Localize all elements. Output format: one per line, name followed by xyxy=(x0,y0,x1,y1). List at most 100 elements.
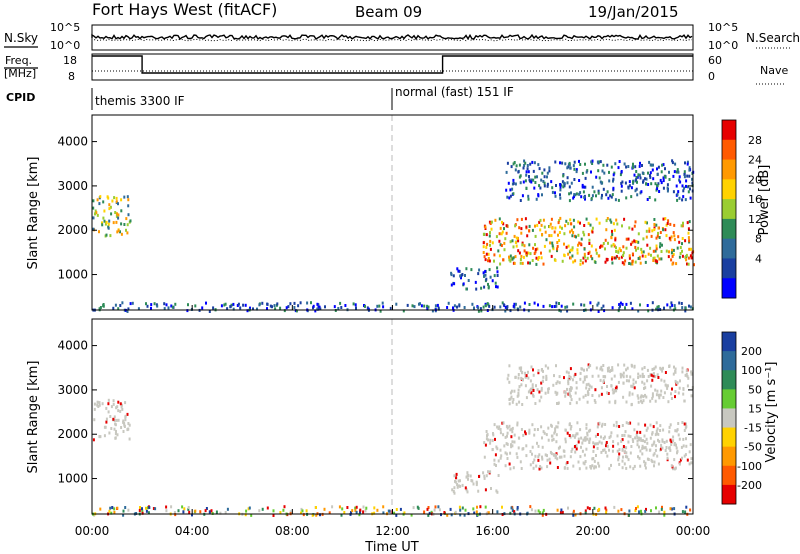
echo-cell xyxy=(634,509,637,513)
echo-cell xyxy=(536,441,538,445)
echo-cell xyxy=(577,440,580,444)
echo-cell xyxy=(635,433,638,437)
echo-cell xyxy=(141,509,144,513)
echo-cell xyxy=(567,377,570,381)
echo-cell xyxy=(525,444,528,448)
echo-cell xyxy=(684,373,687,377)
echo-cell xyxy=(681,249,683,253)
echo-cell xyxy=(672,435,675,439)
echo-cell xyxy=(651,378,654,382)
echo-cell xyxy=(582,256,585,260)
echo-cell xyxy=(663,441,666,444)
echo-cell xyxy=(645,437,648,441)
echo-cell xyxy=(585,217,588,221)
echo-cell xyxy=(657,438,659,442)
echo-cell xyxy=(592,445,595,449)
echo-cell xyxy=(93,418,96,422)
echo-cell xyxy=(675,170,678,174)
echo-cell xyxy=(540,178,543,182)
echo-cell xyxy=(646,221,648,225)
echo-cell xyxy=(97,405,100,408)
echo-cell xyxy=(483,285,486,289)
echo-cell xyxy=(128,437,131,441)
echo-cell xyxy=(564,305,567,309)
echo-cell xyxy=(559,225,562,229)
echo-cell xyxy=(604,375,607,379)
echo-cell xyxy=(224,302,227,306)
echo-cell xyxy=(93,513,96,517)
echo-cell xyxy=(606,385,608,388)
echo-cell xyxy=(506,305,509,309)
echo-cell xyxy=(517,236,519,240)
echo-cell xyxy=(245,509,248,513)
echo-cell xyxy=(685,437,687,441)
echo-cell xyxy=(655,393,658,397)
echo-cell xyxy=(555,381,558,385)
echo-cell xyxy=(683,422,686,426)
echo-cell xyxy=(600,435,602,439)
echo-cell xyxy=(625,196,628,200)
echo-cell xyxy=(226,507,229,511)
echo-cell xyxy=(678,178,681,182)
echo-cell xyxy=(103,219,106,223)
echo-cell xyxy=(511,509,514,513)
echo-cell xyxy=(456,267,459,271)
echo-cell xyxy=(457,484,460,488)
echo-cell xyxy=(537,256,540,259)
echo-cell xyxy=(642,395,645,399)
echo-cell xyxy=(553,453,556,457)
echo-cell xyxy=(565,219,568,223)
echo-cell xyxy=(529,463,532,467)
echo-cell xyxy=(597,189,600,193)
echo-cell xyxy=(557,402,559,405)
echo-cell xyxy=(673,170,676,174)
echo-cell xyxy=(656,234,659,238)
echo-cell xyxy=(617,198,620,202)
echo-cell xyxy=(518,400,521,404)
cpid-mode-1: themis 3300 IF xyxy=(95,94,185,108)
echo-cell xyxy=(597,169,600,173)
echo-cell xyxy=(517,446,520,450)
echo-cell xyxy=(513,510,516,514)
echo-cell xyxy=(493,462,496,466)
echo-cell xyxy=(138,509,141,512)
echo-cell xyxy=(620,255,623,259)
echo-cell xyxy=(618,247,621,251)
echo-cell xyxy=(99,507,102,511)
echo-cell xyxy=(506,431,509,435)
echo-cell xyxy=(378,304,381,308)
echo-cell xyxy=(548,249,551,253)
echo-cell xyxy=(517,373,520,376)
echo-cell xyxy=(537,163,540,167)
echo-cell xyxy=(487,257,490,260)
echo-cell xyxy=(645,177,648,181)
echo-cell xyxy=(145,302,147,306)
echo-cell xyxy=(646,368,649,372)
echo-cell xyxy=(504,451,507,455)
echo-cell xyxy=(643,440,646,444)
echo-cell xyxy=(510,445,513,449)
echo-cell xyxy=(619,301,622,305)
echo-cell xyxy=(630,402,633,406)
echo-cell xyxy=(593,459,596,463)
echo-cell xyxy=(499,262,502,266)
echo-cell xyxy=(643,434,646,438)
echo-cell xyxy=(587,363,590,367)
echo-cell xyxy=(502,222,505,226)
echo-cell xyxy=(167,306,170,310)
echo-cell xyxy=(612,391,615,395)
echo-cell xyxy=(147,511,150,515)
echo-cell xyxy=(666,452,669,456)
echo-cell xyxy=(420,304,423,308)
echo-cell xyxy=(603,448,606,452)
echo-cell xyxy=(638,164,641,168)
echo-cell xyxy=(499,431,502,435)
echo-cell xyxy=(674,370,677,374)
echo-cell xyxy=(568,250,571,254)
echo-cell xyxy=(220,304,223,308)
x-tick-label: 16:00 xyxy=(475,524,510,538)
echo-cell xyxy=(573,435,576,439)
echo-cell xyxy=(205,507,208,510)
echo-cell xyxy=(633,173,636,177)
echo-cell xyxy=(669,507,672,511)
